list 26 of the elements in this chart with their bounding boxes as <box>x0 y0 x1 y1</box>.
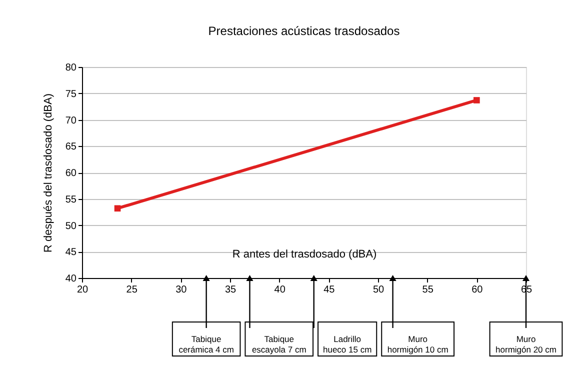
x-axis-title: R antes del trasdosado (dBA) <box>232 248 377 260</box>
x-tick-label: 50 <box>372 284 384 296</box>
annotation: Ladrillo hueco 15 cm <box>322 334 372 354</box>
x-tick-label: 35 <box>224 284 236 296</box>
y-tick-label: 75 <box>65 88 77 100</box>
x-tick-label: 30 <box>176 284 188 296</box>
y-tick-label: 65 <box>65 142 77 153</box>
y-tick-label: 45 <box>65 247 77 258</box>
x-tick-label: 60 <box>472 284 484 296</box>
x-tick-label: 40 <box>274 284 286 296</box>
x-tick-label: 45 <box>324 284 336 296</box>
y-tick-label: 40 <box>65 274 77 284</box>
y-tick-label: 55 <box>65 194 77 206</box>
y-tick-label: 60 <box>65 168 77 179</box>
x-tick-label: 25 <box>126 284 138 296</box>
chart-title: Prestaciones acústicas trasdosados <box>208 24 400 38</box>
y-tick-label: 70 <box>65 115 77 126</box>
x-tick-label: 55 <box>422 284 434 296</box>
y-axis-title: R después del trasdosado (dBA) <box>42 94 54 252</box>
y-tick-label: 50 <box>65 220 77 232</box>
annotation: Muro hormigón 20 cm <box>496 334 556 354</box>
x-tick-label: 20 <box>76 284 88 296</box>
annotation: Tabique escayola 7 cm <box>252 334 306 354</box>
y-tick-label: 80 <box>65 62 77 74</box>
annotation: Tabique cerámica 4 cm <box>178 334 234 354</box>
annotation: Muro hormigón 10 cm <box>387 334 448 354</box>
